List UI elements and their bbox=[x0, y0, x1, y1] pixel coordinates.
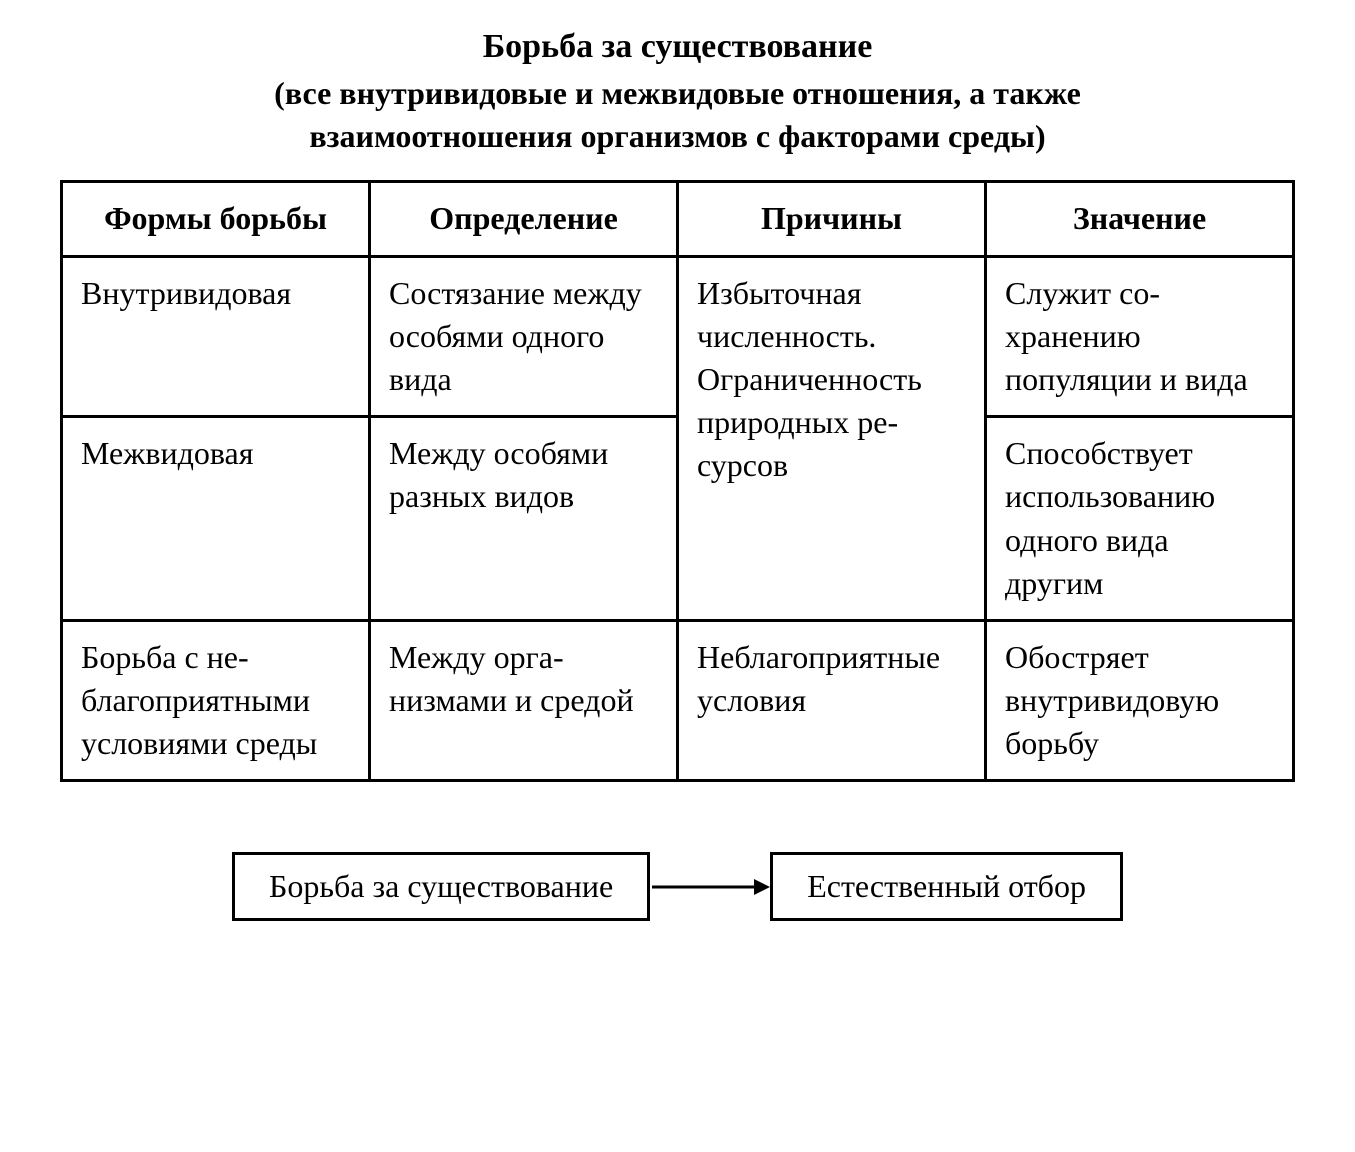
cell-meaning: Способствует использова­нию одного вида … bbox=[986, 417, 1294, 621]
cell-reasons: Неблагопри­ятные усло­вия bbox=[678, 620, 986, 781]
cell-forms: Борьба с не­благоприят­ными усло­виями с… bbox=[62, 620, 370, 781]
arrow-right-icon bbox=[650, 875, 770, 899]
subtitle-line-1: (все внутривидовые и межвидовые отношени… bbox=[274, 75, 1081, 111]
flow-box-right: Естественный отбор bbox=[770, 852, 1123, 920]
col-header-meaning: Значение bbox=[986, 182, 1294, 256]
table-row: Борьба с не­благоприят­ными усло­виями с… bbox=[62, 620, 1294, 781]
cell-forms: Межвидовая bbox=[62, 417, 370, 621]
page-subtitle: (все внутривидовые и межвидовые отношени… bbox=[60, 72, 1295, 158]
page-title: Борьба за существование bbox=[60, 28, 1295, 66]
table-header-row: Формы борьбы Определение Причины Значени… bbox=[62, 182, 1294, 256]
cell-definition: Между осо­бями разных видов bbox=[370, 417, 678, 621]
page: Борьба за существование (все внутривидов… bbox=[0, 0, 1355, 961]
subtitle-line-2: взаимоотношения организмов с факторами с… bbox=[309, 118, 1045, 154]
col-header-reasons: Причины bbox=[678, 182, 986, 256]
flow-arrow bbox=[650, 875, 770, 899]
flow-box-left: Борьба за существование bbox=[232, 852, 650, 920]
cell-meaning: Обостряет внутривидо­вую борьбу bbox=[986, 620, 1294, 781]
col-header-definition: Определение bbox=[370, 182, 678, 256]
cell-definition: Состязание между осо­бями одного вида bbox=[370, 256, 678, 417]
cell-forms: Внутривидо­вая bbox=[62, 256, 370, 417]
cell-meaning: Служит со­хранению популяции и вида bbox=[986, 256, 1294, 417]
col-header-forms: Формы борьбы bbox=[62, 182, 370, 256]
flow-diagram: Борьба за существование Естественный отб… bbox=[60, 852, 1295, 920]
struggle-table: Формы борьбы Определение Причины Значени… bbox=[60, 180, 1295, 782]
cell-reasons-merged: Избыточная численность. Ограничен­ность … bbox=[678, 256, 986, 620]
table-row: Внутривидо­вая Состязание между осо­бями… bbox=[62, 256, 1294, 417]
cell-definition: Между орга­низмами и средой bbox=[370, 620, 678, 781]
